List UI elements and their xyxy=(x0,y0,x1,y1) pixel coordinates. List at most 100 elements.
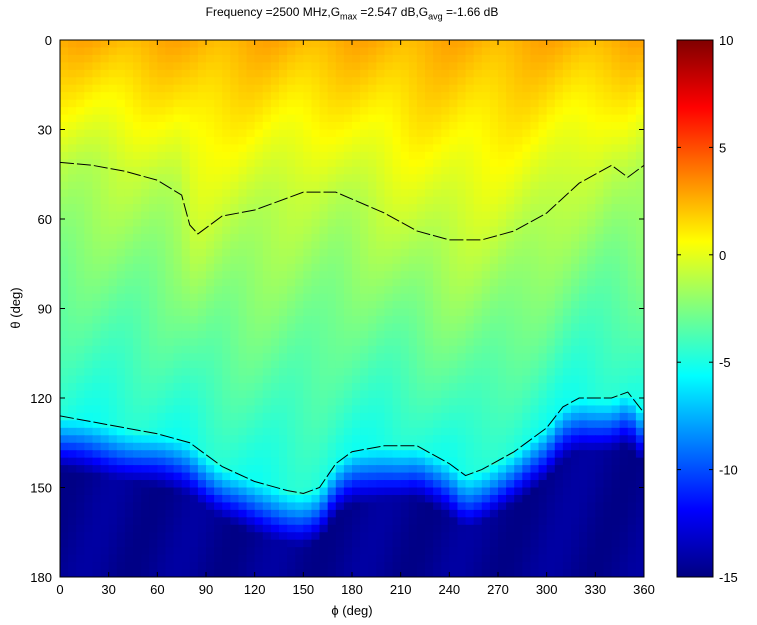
heatmap-cell xyxy=(416,539,426,548)
heatmap-cell xyxy=(554,509,564,518)
heatmap-cell xyxy=(506,301,515,310)
heatmap-cell xyxy=(571,427,580,436)
heatmap-cell xyxy=(124,338,134,347)
heatmap-cell xyxy=(92,368,102,377)
heatmap-cell xyxy=(376,196,386,205)
heatmap-cell xyxy=(197,69,207,78)
heatmap-cell xyxy=(270,286,280,295)
heatmap-cell xyxy=(554,211,564,220)
heatmap-cell xyxy=(230,92,240,101)
heatmap-cell xyxy=(514,278,523,287)
heatmap-cell xyxy=(506,330,515,339)
heatmap-cell xyxy=(473,465,483,474)
heatmap-cell xyxy=(408,278,418,287)
heatmap-cell xyxy=(181,554,191,563)
heatmap-cell xyxy=(587,427,596,436)
heatmap-cell xyxy=(465,494,475,504)
heatmap-cell xyxy=(84,233,94,242)
heatmap-cell xyxy=(368,398,377,407)
heatmap-cell xyxy=(68,547,77,556)
heatmap-cell xyxy=(149,204,158,213)
heatmap-cell xyxy=(295,494,304,504)
heatmap-cell xyxy=(270,457,280,466)
heatmap-cell xyxy=(222,286,231,295)
heatmap-cell xyxy=(368,151,377,160)
heatmap-cell xyxy=(360,271,369,280)
heatmap-cell xyxy=(116,54,126,63)
heatmap-cell xyxy=(627,532,637,541)
heatmap-cell xyxy=(473,524,483,533)
heatmap-cell xyxy=(327,442,337,451)
heatmap-cell xyxy=(124,398,134,407)
heatmap-cell xyxy=(108,136,118,146)
heatmap-cell xyxy=(262,84,272,93)
heatmap-cell xyxy=(335,323,345,332)
heatmap-cell xyxy=(254,144,264,153)
heatmap-cell xyxy=(514,547,523,556)
heatmap-cell xyxy=(571,219,580,228)
heatmap-cell xyxy=(157,219,167,228)
heatmap-cell xyxy=(68,151,77,160)
heatmap-cell xyxy=(295,136,304,146)
heatmap-cell xyxy=(587,353,596,362)
heatmap-cell xyxy=(498,69,507,78)
heatmap-cell xyxy=(416,435,426,444)
heatmap-cell xyxy=(165,405,175,414)
heatmap-cell xyxy=(489,539,499,548)
heatmap-cell xyxy=(181,457,191,466)
heatmap-cell xyxy=(303,92,313,101)
heatmap-cell xyxy=(343,487,353,496)
heatmap-cell xyxy=(465,412,475,421)
heatmap-cell xyxy=(571,420,580,429)
heatmap-cell xyxy=(165,480,175,489)
heatmap-cell xyxy=(611,360,621,369)
heatmap-cell xyxy=(124,368,134,377)
heatmap-cell xyxy=(546,315,556,325)
heatmap-cell xyxy=(627,427,637,436)
heatmap-cell xyxy=(149,278,158,287)
heatmap-cell xyxy=(352,293,361,302)
heatmap-cell xyxy=(538,398,548,407)
heatmap-cell xyxy=(481,293,491,302)
heatmap-cell xyxy=(538,189,548,198)
heatmap-cell xyxy=(157,509,167,518)
heatmap-cell xyxy=(546,487,556,496)
heatmap-cell xyxy=(124,390,134,399)
heatmap-cell xyxy=(481,375,491,384)
heatmap-cell xyxy=(262,129,272,138)
heatmap-cell xyxy=(311,54,321,63)
heatmap-cell xyxy=(619,159,629,168)
heatmap-cell xyxy=(238,151,248,160)
heatmap-cell xyxy=(279,271,288,280)
heatmap-cell xyxy=(287,442,296,451)
heatmap-cell xyxy=(214,472,223,481)
heatmap-cell xyxy=(562,301,572,310)
heatmap-cell xyxy=(481,226,491,235)
heatmap-cell xyxy=(611,517,621,526)
heatmap-cell xyxy=(173,308,183,317)
heatmap-cell xyxy=(319,420,329,429)
heatmap-cell xyxy=(222,554,231,563)
heatmap-cell xyxy=(76,412,85,421)
heatmap-cell xyxy=(546,77,556,86)
heatmap-cell xyxy=(149,151,158,160)
heatmap-cell xyxy=(84,457,94,466)
heatmap-cell xyxy=(554,77,564,86)
heatmap-cell xyxy=(400,345,410,354)
heatmap-cell xyxy=(343,375,353,384)
heatmap-cell xyxy=(579,390,588,399)
heatmap-cell xyxy=(165,345,175,354)
heatmap-cell xyxy=(360,47,369,56)
heatmap-cell xyxy=(327,211,337,220)
heatmap-cell xyxy=(530,233,540,242)
heatmap-cell xyxy=(368,338,377,347)
heatmap-cell xyxy=(287,174,296,183)
heatmap-cell xyxy=(538,271,548,280)
heatmap-cell xyxy=(433,323,442,332)
heatmap-cell xyxy=(514,166,523,175)
heatmap-cell xyxy=(295,278,304,287)
heatmap-cell xyxy=(579,286,588,295)
heatmap-cell xyxy=(124,360,134,369)
heatmap-cell xyxy=(60,233,69,242)
heatmap-cell xyxy=(311,233,321,242)
